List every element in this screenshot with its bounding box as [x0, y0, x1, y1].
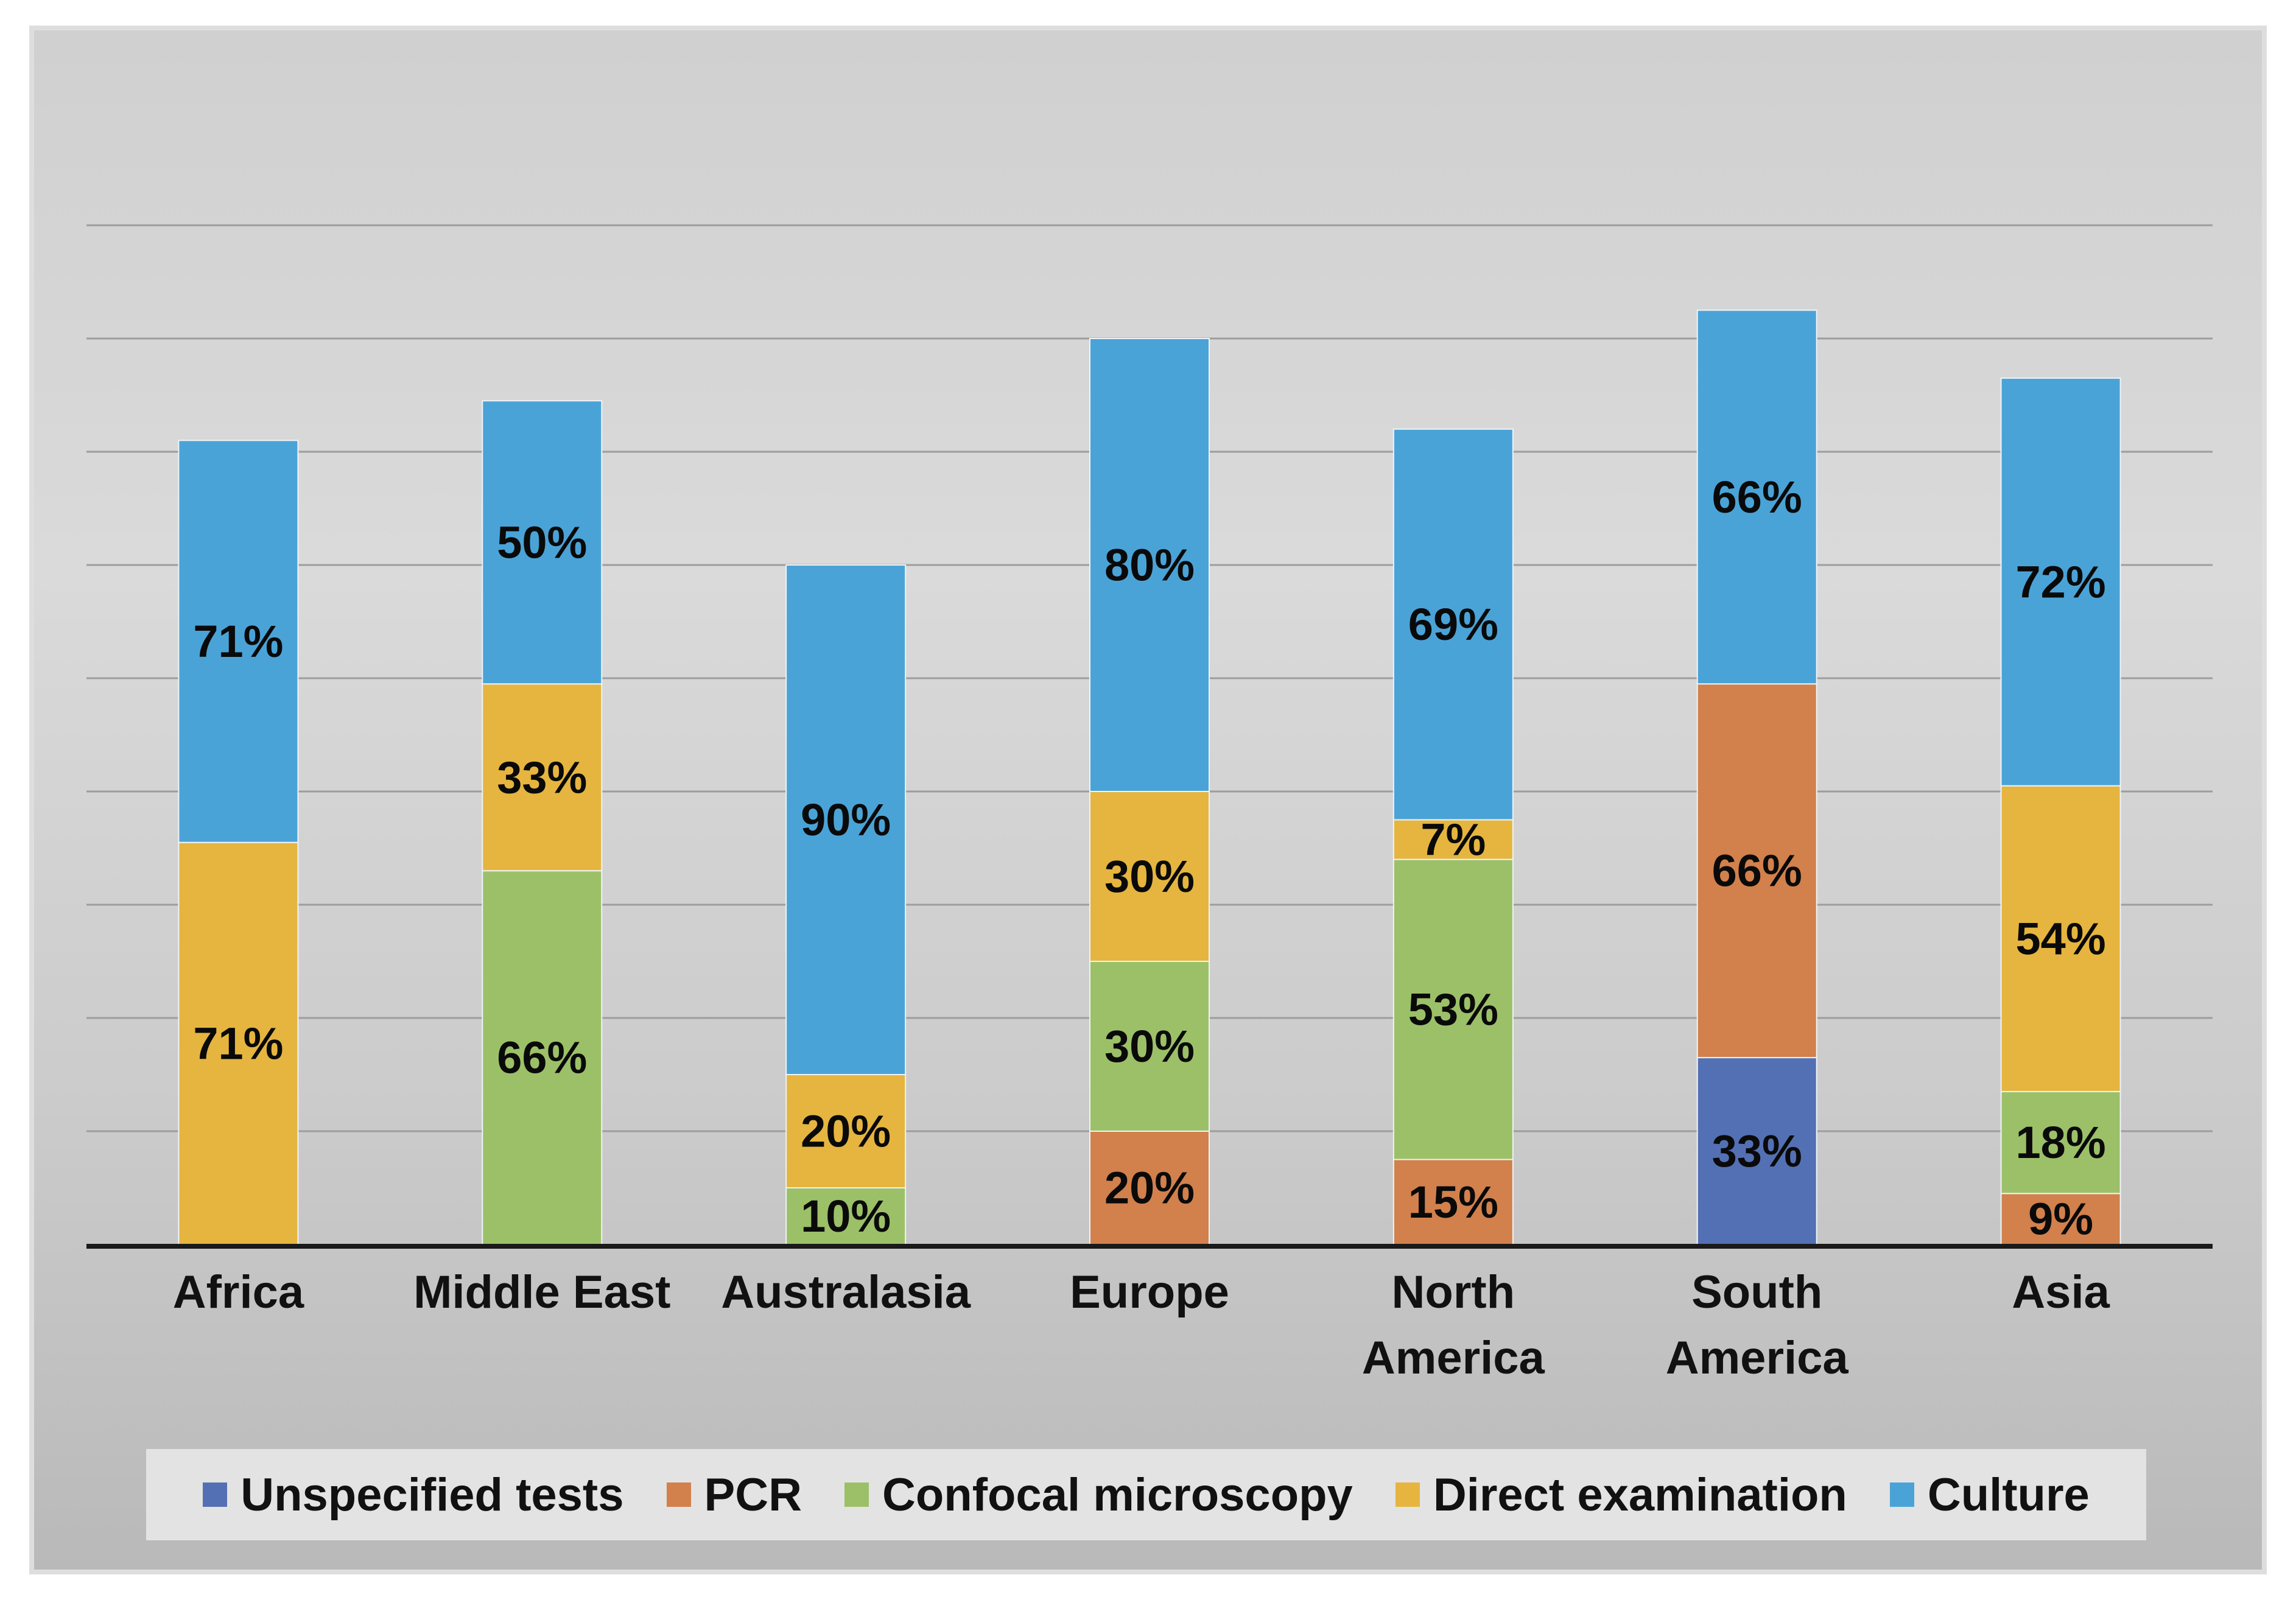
legend-item: Confocal microscopy	[844, 1468, 1353, 1521]
bar-segment	[2000, 377, 2121, 787]
data-label: 90%	[801, 795, 891, 845]
category-label: North America	[1362, 1266, 1545, 1384]
category-label-line: South	[1691, 1266, 1822, 1318]
bar-segment	[178, 440, 299, 843]
legend-item: PCR	[666, 1468, 802, 1521]
data-label: 30%	[1104, 1021, 1195, 1072]
data-label: 20%	[1104, 1163, 1195, 1213]
data-label: 30%	[1104, 851, 1195, 902]
bar-segment	[1696, 1057, 1817, 1245]
data-label: 54%	[2016, 913, 2106, 964]
data-label: 7%	[1420, 815, 1486, 865]
legend-swatch	[1395, 1482, 1420, 1507]
bar-segment	[178, 841, 299, 1245]
bar-segment	[1392, 858, 1514, 1160]
bar-segment	[1089, 961, 1210, 1132]
category-label: Africa	[173, 1266, 304, 1318]
category-label-line: Asia	[2012, 1266, 2110, 1318]
data-label: 33%	[497, 752, 587, 802]
legend-item: Culture	[1889, 1468, 2090, 1521]
bar-segment	[1392, 1159, 1514, 1245]
legend-label: Confocal microscopy	[882, 1468, 1353, 1521]
bar-segment	[1392, 819, 1514, 860]
category-label: Middle East	[413, 1266, 670, 1318]
legend-swatch	[666, 1482, 691, 1507]
category-label-line: Middle East	[413, 1266, 670, 1318]
data-label: 18%	[2016, 1117, 2106, 1168]
bar-segment	[2000, 785, 2121, 1092]
stacked-bar-chart: 71% 71% 66% 33% 50% 10% 20% 90% 20% 30% 30% 80% 15% 5…	[86, 224, 2213, 1384]
category-label-line: America	[1362, 1332, 1545, 1384]
category-label: Europe	[1070, 1266, 1229, 1318]
data-label: 53%	[1408, 984, 1498, 1035]
category-label-line: Africa	[173, 1266, 304, 1318]
legend-item: Unspecified tests	[203, 1468, 624, 1521]
bar-segment	[482, 400, 603, 685]
data-label: 66%	[1712, 472, 1802, 522]
category-label-line: Australasia	[721, 1266, 971, 1318]
data-label: 33%	[1712, 1126, 1802, 1176]
legend-swatch	[844, 1482, 869, 1507]
category-label: Australasia	[721, 1266, 971, 1318]
data-label: 71%	[193, 616, 283, 667]
category-label-line: Europe	[1070, 1266, 1229, 1318]
legend-label: PCR	[704, 1468, 802, 1521]
legend: Unspecified tests PCR Confocal microscopy D…	[146, 1449, 2146, 1540]
data-label: 20%	[801, 1106, 891, 1157]
bar-segment	[2000, 1193, 2121, 1246]
chart-frame: 71% 71% 66% 33% 50% 10% 20% 90% 20% 30% 30% 80% 15% 5…	[29, 26, 2267, 1574]
legend-swatch	[1889, 1482, 1914, 1507]
category-label: South America	[1666, 1266, 1849, 1384]
legend-item: Direct examination	[1395, 1468, 1847, 1521]
legend-swatch	[203, 1482, 228, 1507]
data-label: 9%	[2028, 1194, 2093, 1244]
data-label: 50%	[497, 517, 587, 567]
bar-segment	[1696, 309, 1817, 685]
category-label: Asia	[2012, 1266, 2110, 1318]
legend-label: Unspecified tests	[240, 1468, 624, 1521]
bar-segment	[2000, 1090, 2121, 1195]
bar-segment	[1089, 1131, 1210, 1245]
data-label: 10%	[801, 1191, 891, 1241]
bars	[178, 309, 2121, 1246]
data-label: 80%	[1104, 540, 1195, 591]
data-labels: 71% 71% 66% 33% 50% 10% 20% 90% 20% 30% 30% 80% 15% 5…	[193, 472, 2105, 1244]
legend-label: Direct examination	[1433, 1468, 1847, 1521]
data-label: 69%	[1408, 599, 1498, 650]
category-label-line: America	[1666, 1332, 1849, 1384]
bar-segment	[785, 564, 907, 1075]
bar-segment	[1696, 683, 1817, 1059]
category-labels: Africa Middle East Australasia Europe North A…	[173, 1266, 2110, 1384]
bar-segment	[785, 1187, 907, 1245]
bar-segment	[1392, 428, 1514, 821]
data-label: 72%	[2016, 556, 2106, 607]
data-label: 66%	[1712, 846, 1802, 896]
bar-segment	[1089, 338, 1210, 792]
data-label: 66%	[497, 1033, 587, 1083]
legend-label: Culture	[1927, 1468, 2090, 1521]
bar-segment	[482, 683, 603, 872]
data-label: 71%	[193, 1018, 283, 1068]
category-label-line: North	[1392, 1266, 1515, 1318]
data-label: 15%	[1408, 1177, 1498, 1227]
